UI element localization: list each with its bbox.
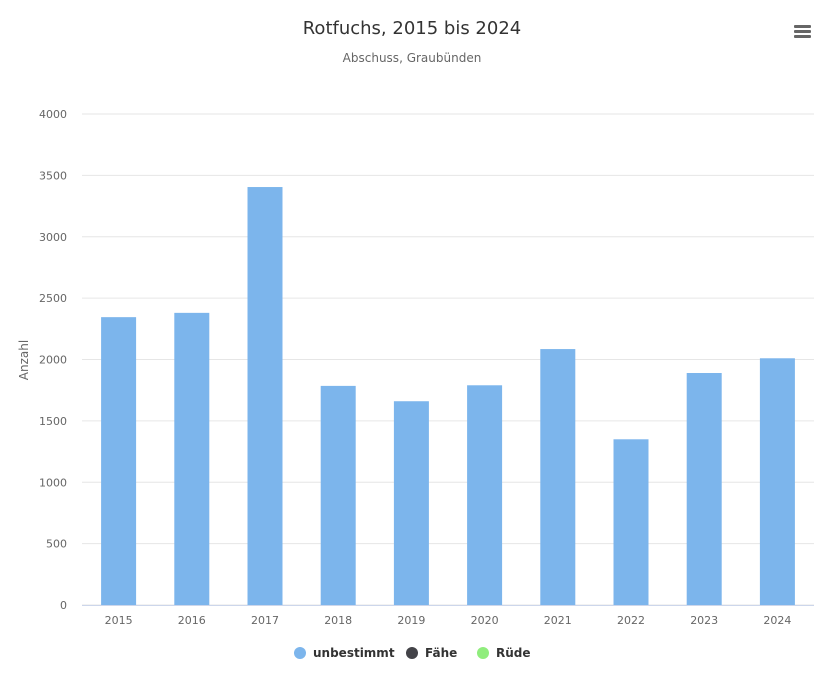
x-tick-label: 2024 <box>763 614 791 627</box>
x-tick-label: 2016 <box>178 614 206 627</box>
bar-2016[interactable] <box>174 312 210 605</box>
bar-2018[interactable] <box>320 385 356 605</box>
y-tick-label: 2000 <box>39 354 67 367</box>
x-tick-label: 2017 <box>251 614 279 627</box>
hamburger-menu-icon[interactable] <box>790 20 814 42</box>
chart-subtitle: Abschuss, Graubünden <box>343 51 482 65</box>
y-tick-label: 4000 <box>39 108 67 121</box>
bar-2015[interactable] <box>101 317 137 605</box>
bar-2024[interactable] <box>759 358 795 605</box>
y-axis-ticks: 0 500 1000 1500 2000 2500 3000 3500 4000 <box>39 108 67 612</box>
x-tick-label: 2018 <box>324 614 352 627</box>
x-tick-label: 2015 <box>105 614 133 627</box>
legend-item-1[interactable]: Fähe <box>406 646 457 660</box>
legend-marker <box>477 647 489 659</box>
bar-2020[interactable] <box>467 385 503 605</box>
bar-2017[interactable] <box>247 187 283 605</box>
y-tick-label: 3000 <box>39 231 67 244</box>
bar-2021[interactable] <box>540 349 576 605</box>
x-tick-label: 2023 <box>690 614 718 627</box>
y-tick-label: 1500 <box>39 415 67 428</box>
legend-label: Rüde <box>496 646 531 660</box>
y-tick-label: 3500 <box>39 169 67 182</box>
bar-2023[interactable] <box>686 373 722 605</box>
chart-title: Rotfuchs, 2015 bis 2024 <box>303 18 522 39</box>
legend-item-2[interactable]: Rüde <box>477 646 531 660</box>
y-tick-label: 2500 <box>39 292 67 305</box>
legend-marker <box>406 647 418 659</box>
x-tick-label: 2021 <box>544 614 572 627</box>
legend: unbestimmt Fähe Rüde <box>294 646 531 660</box>
legend-marker <box>294 647 306 659</box>
x-tick-label: 2022 <box>617 614 645 627</box>
legend-label: Fähe <box>425 646 457 660</box>
x-axis-ticks: 2015 2016 2017 2018 2019 2020 2021 2022 2023 2024 <box>105 614 792 627</box>
bar-series <box>101 187 795 605</box>
legend-item-0[interactable]: unbestimmt <box>294 646 395 660</box>
y-tick-label: 1000 <box>39 476 67 489</box>
y-axis-title: Anzahl <box>17 340 31 380</box>
y-tick-label: 500 <box>46 538 67 551</box>
bar-2022[interactable] <box>613 439 649 605</box>
x-tick-label: 2020 <box>471 614 499 627</box>
y-tick-label: 0 <box>60 599 67 612</box>
legend-label: unbestimmt <box>313 646 395 660</box>
bar-2019[interactable] <box>393 401 429 605</box>
x-tick-label: 2019 <box>397 614 425 627</box>
